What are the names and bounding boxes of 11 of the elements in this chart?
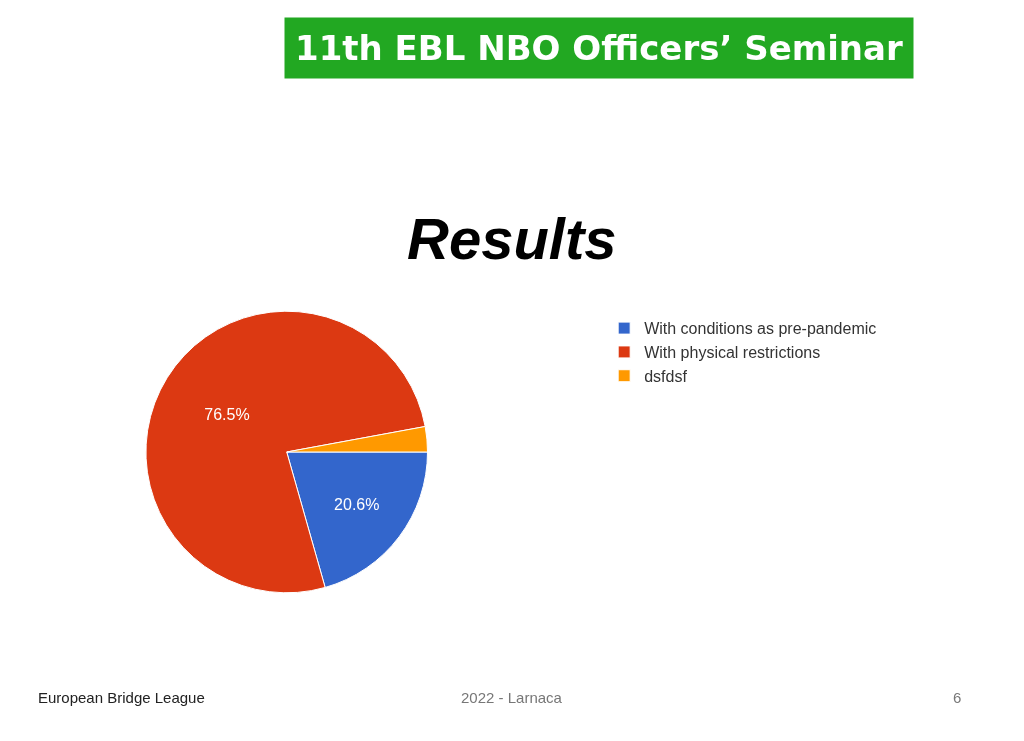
text: European Bridge League [38, 689, 205, 706]
legend-label: With physical restrictions [644, 344, 821, 362]
legend-label: With conditions as pre-pandemic [644, 320, 877, 338]
legend-label: dsfdsf [644, 367, 688, 385]
text: 6 [953, 689, 962, 706]
data-label: 20.6% [334, 496, 380, 514]
pie-slice [145, 310, 426, 594]
text: 2022 - Larnaca [461, 689, 563, 706]
chart-title: 11th EBL NBO Officers’ Seminar [295, 28, 903, 68]
chart-subtitle: Results [407, 206, 617, 271]
data-label: 76.5% [204, 406, 250, 424]
